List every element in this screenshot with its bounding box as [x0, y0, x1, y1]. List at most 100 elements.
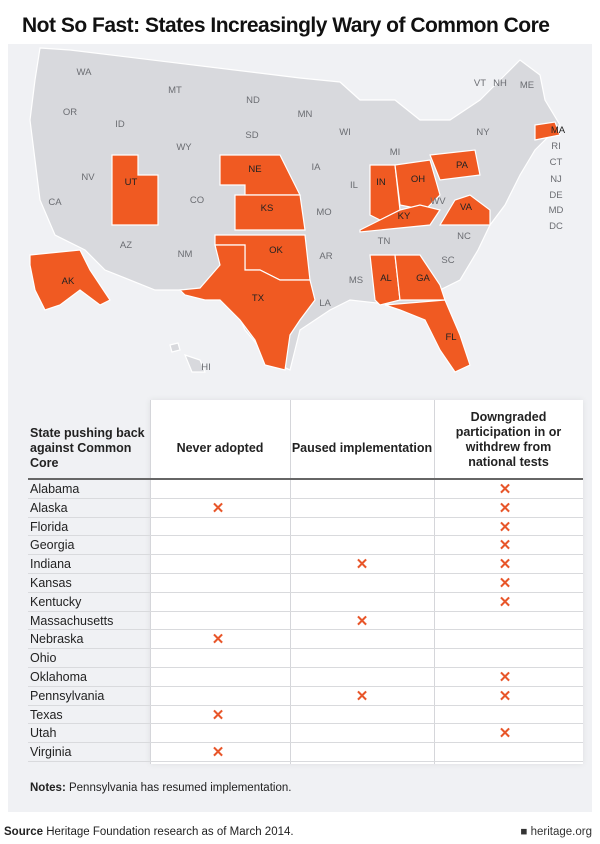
table-row: Kansas ✕: [28, 574, 583, 593]
us-map: WA MT ND MN OR ID WY SD WI MI NY VT NH ME MA RI CT NJ DE MD…: [29, 47, 566, 373]
paused-header: Paused implementation: [291, 441, 433, 455]
x-mark-never: ✕: [211, 706, 225, 724]
table-row: Nebraska ✕: [28, 630, 583, 650]
column-divider: [434, 400, 435, 764]
state-name: Indiana: [30, 557, 72, 572]
state-label-MS: MS: [349, 275, 363, 286]
brand-link[interactable]: heritage.org: [530, 826, 592, 838]
state-VA: [438, 194, 491, 226]
column-divider: [290, 400, 291, 764]
notes-text: Pennsylvania has resumed implementation.: [65, 782, 292, 794]
table-row: Ohio: [28, 649, 583, 668]
state-label-UT: UT: [125, 177, 138, 188]
x-mark-downgraded: ✕: [498, 537, 512, 555]
state-label-MI: MI: [390, 147, 401, 158]
state-name: Oklahoma: [30, 670, 87, 684]
state-label-VT: VT: [474, 78, 486, 89]
state-label-OH: OH: [411, 174, 425, 185]
state-label-VA: VA: [460, 202, 473, 213]
liberty-bell-icon: ■: [520, 826, 531, 838]
x-mark-never: ✕: [211, 744, 225, 762]
state-name: Ohio: [30, 651, 57, 666]
state-label-LA: LA: [319, 298, 331, 309]
state-label-IN: IN: [376, 177, 386, 188]
state-column-header: State pushing back against Common Core: [30, 426, 145, 470]
source-label: Source: [4, 826, 43, 838]
header-rule: [28, 478, 583, 480]
x-mark-downgraded: ✕: [498, 481, 512, 498]
state-name: Utah: [30, 726, 57, 741]
state-label-NE: NE: [248, 164, 261, 175]
state-label-CO: CO: [190, 195, 204, 206]
downgraded-header: Downgraded participation in or withdrew …: [455, 410, 562, 469]
state-AK: [29, 249, 111, 311]
state-label-AK: AK: [62, 276, 75, 287]
state-label-OK: OK: [269, 245, 283, 256]
source-text: Heritage Foundation research as of March…: [43, 826, 294, 838]
state-PA: [429, 149, 481, 181]
state-KS: [234, 194, 306, 231]
state-AL: [369, 254, 401, 306]
state-name: Massachusetts: [30, 613, 114, 628]
table-row: Indiana ✕ ✕: [28, 555, 583, 574]
state-name: Georgia: [30, 538, 75, 553]
state-label-PA: PA: [456, 160, 469, 171]
table-row: Alabama ✕: [28, 480, 583, 499]
x-mark-downgraded: ✕: [498, 687, 512, 705]
state-KY: [359, 204, 441, 233]
table-row: Georgia ✕: [28, 536, 583, 556]
state-TX: [178, 244, 316, 371]
state-GA: [394, 254, 446, 301]
state-label-RI: RI: [551, 141, 561, 152]
table-row: Oklahoma ✕: [28, 668, 583, 687]
state-MA: [534, 121, 561, 141]
x-mark-downgraded: ✕: [498, 593, 512, 611]
state-name: Alaska: [30, 500, 68, 515]
state-name: Nebraska: [30, 632, 84, 647]
x-mark-downgraded: ✕: [498, 669, 512, 686]
state-label-NH: NH: [493, 78, 507, 89]
source: Source Heritage Foundation research as o…: [4, 826, 294, 838]
results-table: Never adopted Paused implementation Down…: [150, 400, 583, 764]
state-label-WY: WY: [176, 142, 192, 153]
state-label-WI: WI: [339, 127, 351, 138]
x-mark-downgraded: ✕: [498, 575, 512, 592]
state-label-MA: MA: [551, 125, 566, 136]
x-mark-downgraded: ✕: [498, 556, 512, 574]
state-label-IA: IA: [312, 162, 322, 173]
state-label-MN: MN: [298, 109, 313, 120]
state-label-MT: MT: [168, 85, 182, 96]
state-label-SD: SD: [245, 130, 258, 141]
state-label-TN: TN: [378, 236, 391, 247]
state-name: Pennsylvania: [30, 688, 105, 703]
state-name: Alabama: [30, 482, 80, 496]
state-label-NM: NM: [178, 249, 193, 260]
state-label-DC: DC: [549, 221, 563, 232]
state-name: Texas: [30, 707, 63, 722]
state-label-AZ: AZ: [120, 240, 132, 251]
state-label-FL: FL: [445, 332, 456, 343]
state-label-KS: KS: [261, 203, 274, 214]
state-HI: [169, 342, 181, 353]
state-UT: [111, 154, 159, 226]
state-label-OR: OR: [63, 107, 77, 118]
state-label-SC: SC: [441, 255, 454, 266]
state-label-HI: HI: [201, 362, 211, 373]
state-label-MD: MD: [549, 205, 564, 216]
state-name: Virginia: [30, 745, 72, 760]
state-label-ID: ID: [115, 119, 125, 130]
state-label-AR: AR: [319, 251, 332, 262]
state-label-WV: WV: [430, 196, 446, 207]
x-mark-downgraded: ✕: [498, 499, 512, 517]
notes-label: Notes:: [30, 782, 66, 794]
page-title: Not So Fast: States Increasingly Wary of…: [22, 14, 550, 37]
x-mark-downgraded: ✕: [498, 725, 512, 743]
table-row: Massachusetts ✕: [28, 612, 583, 631]
table-row: Texas ✕: [28, 706, 583, 725]
x-mark-paused: ✕: [355, 687, 369, 705]
state-label-CT: CT: [550, 157, 563, 168]
state-label-AL: AL: [380, 273, 392, 284]
state-name: Kentucky: [30, 594, 82, 609]
never-adopted-header: Never adopted: [176, 441, 264, 455]
x-mark-never: ✕: [211, 631, 225, 649]
